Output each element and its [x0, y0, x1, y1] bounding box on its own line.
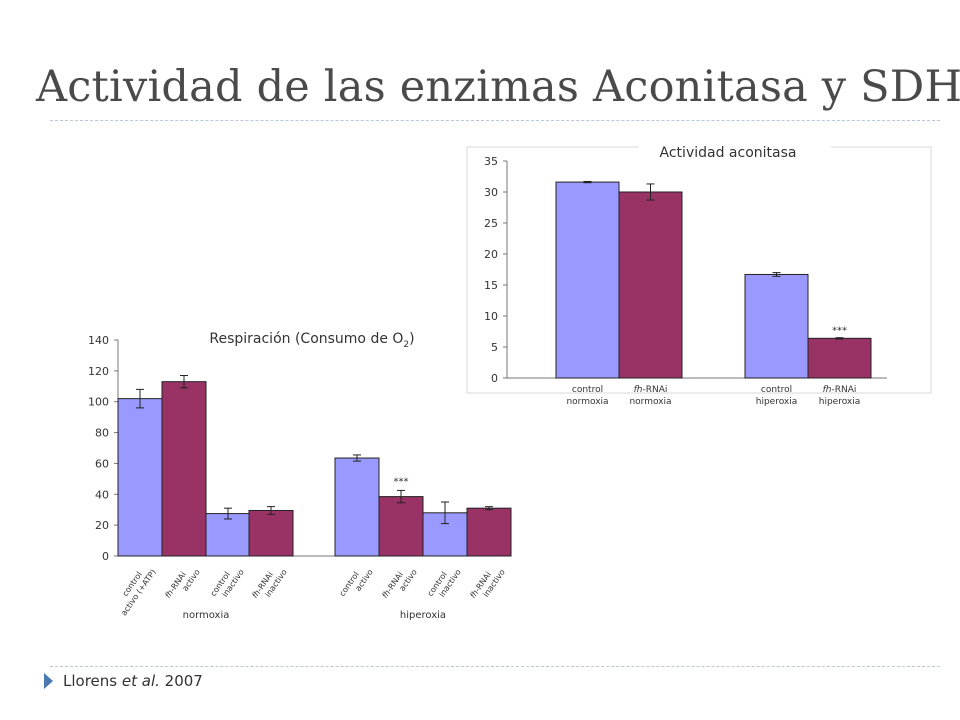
respiracion-error-bar	[136, 388, 144, 409]
aconitasa-title: Actividad aconitasa	[660, 145, 797, 161]
aconitasa-bar	[555, 181, 620, 379]
citation-etal: et al.	[121, 672, 160, 690]
respiracion-chart: Respiración (Consumo de O2) 0 20 40 60 80 100 1…	[88, 331, 512, 621]
respiracion-bar	[248, 509, 294, 557]
respiracion-y-tick-label: 80	[95, 427, 109, 440]
respiracion-x-label: controlinactivo	[209, 562, 246, 604]
respiracion-x-label: fh-RNAiactivo	[380, 562, 419, 606]
aconitasa-bar	[807, 337, 872, 379]
aconitasa-error-bar	[583, 180, 592, 184]
respiracion-x-label: controlinactivo	[426, 562, 463, 604]
respiracion-error-bar	[397, 489, 405, 504]
aconitasa-x-label: control normoxia	[566, 385, 608, 407]
respiracion-group-label: normoxia	[183, 610, 230, 621]
aconitasa-significance: ***	[832, 326, 847, 337]
footer-divider	[50, 666, 940, 667]
aconitasa-y-tick-label: 35	[484, 155, 498, 168]
respiracion-x-label: fh-RNAiinactivo	[468, 562, 507, 606]
respiracion-y-tick-label: 20	[95, 519, 109, 532]
aconitasa-error-bar	[772, 272, 781, 277]
aconitasa-y-tick-label: 10	[484, 310, 498, 323]
respiracion-bar	[466, 507, 512, 557]
respiracion-bar	[205, 513, 251, 557]
respiracion-error-bar	[180, 374, 188, 389]
respiracion-bar	[378, 496, 424, 557]
respiracion-y-tick-label: 120	[88, 365, 109, 378]
respiracion-y-tick-label: 40	[95, 488, 109, 501]
respiracion-group-label: hiperoxia	[400, 610, 446, 621]
aconitasa-y-tick-label: 5	[491, 341, 498, 354]
aconitasa-bar	[744, 273, 809, 379]
aconitasa-title-box	[639, 138, 831, 162]
citation-author: Llorens	[63, 672, 118, 690]
aconitasa-chart: Actividad aconitasa 0 5 10 15 20 25 30 35 control…	[466, 138, 932, 407]
respiracion-error-bar	[267, 506, 275, 515]
citation-year: 2007	[164, 672, 203, 690]
respiracion-error-bar	[485, 506, 493, 511]
respiracion-y-tick-label: 140	[88, 334, 109, 347]
aconitasa-bar	[618, 191, 683, 379]
respiracion-y-tick-label: 100	[88, 396, 109, 409]
respiracion-error-bar	[441, 501, 449, 525]
aconitasa-x-label: fh-RNAi normoxia	[629, 385, 671, 407]
aconitasa-y-tick-label: 15	[484, 279, 498, 292]
title-divider	[50, 120, 940, 121]
bullet-icon	[44, 673, 53, 689]
respiracion-bar	[117, 398, 163, 557]
aconitasa-y-tick-label: 25	[484, 217, 498, 230]
aconitasa-x-label: fh-RNAi hiperoxia	[819, 385, 861, 407]
respiracion-x-label: controlactivo	[338, 562, 375, 604]
aconitasa-y-tick-label: 0	[491, 372, 498, 385]
respiracion-x-label: controlactivo (+ATP)	[111, 562, 158, 617]
citation: Llorens et al. 2007	[44, 672, 203, 690]
respiracion-x-label: fh-RNAiinactivo	[250, 562, 289, 606]
respiracion-x-label: fh-RNAiactivo	[163, 562, 202, 606]
respiracion-bar	[334, 457, 380, 557]
respiracion-bar	[161, 381, 207, 557]
respiracion-y-tick-label: 0	[102, 550, 109, 563]
aconitasa-error-bar	[646, 183, 655, 201]
respiracion-title: Respiración (Consumo de O2)	[209, 331, 414, 350]
respiracion-error-bar	[224, 507, 232, 520]
aconitasa-error-bar	[835, 337, 844, 340]
aconitasa-x-label: control hiperoxia	[756, 385, 798, 407]
respiracion-y-tick-label: 60	[95, 457, 109, 470]
aconitasa-y-tick-label: 30	[484, 186, 498, 199]
aconitasa-y-tick-label: 20	[484, 248, 498, 261]
respiracion-error-bar	[353, 454, 361, 462]
slide-title: Actividad de las enzimas Aconitasa y SDH	[36, 62, 960, 112]
respiracion-significance: ***	[394, 476, 409, 487]
